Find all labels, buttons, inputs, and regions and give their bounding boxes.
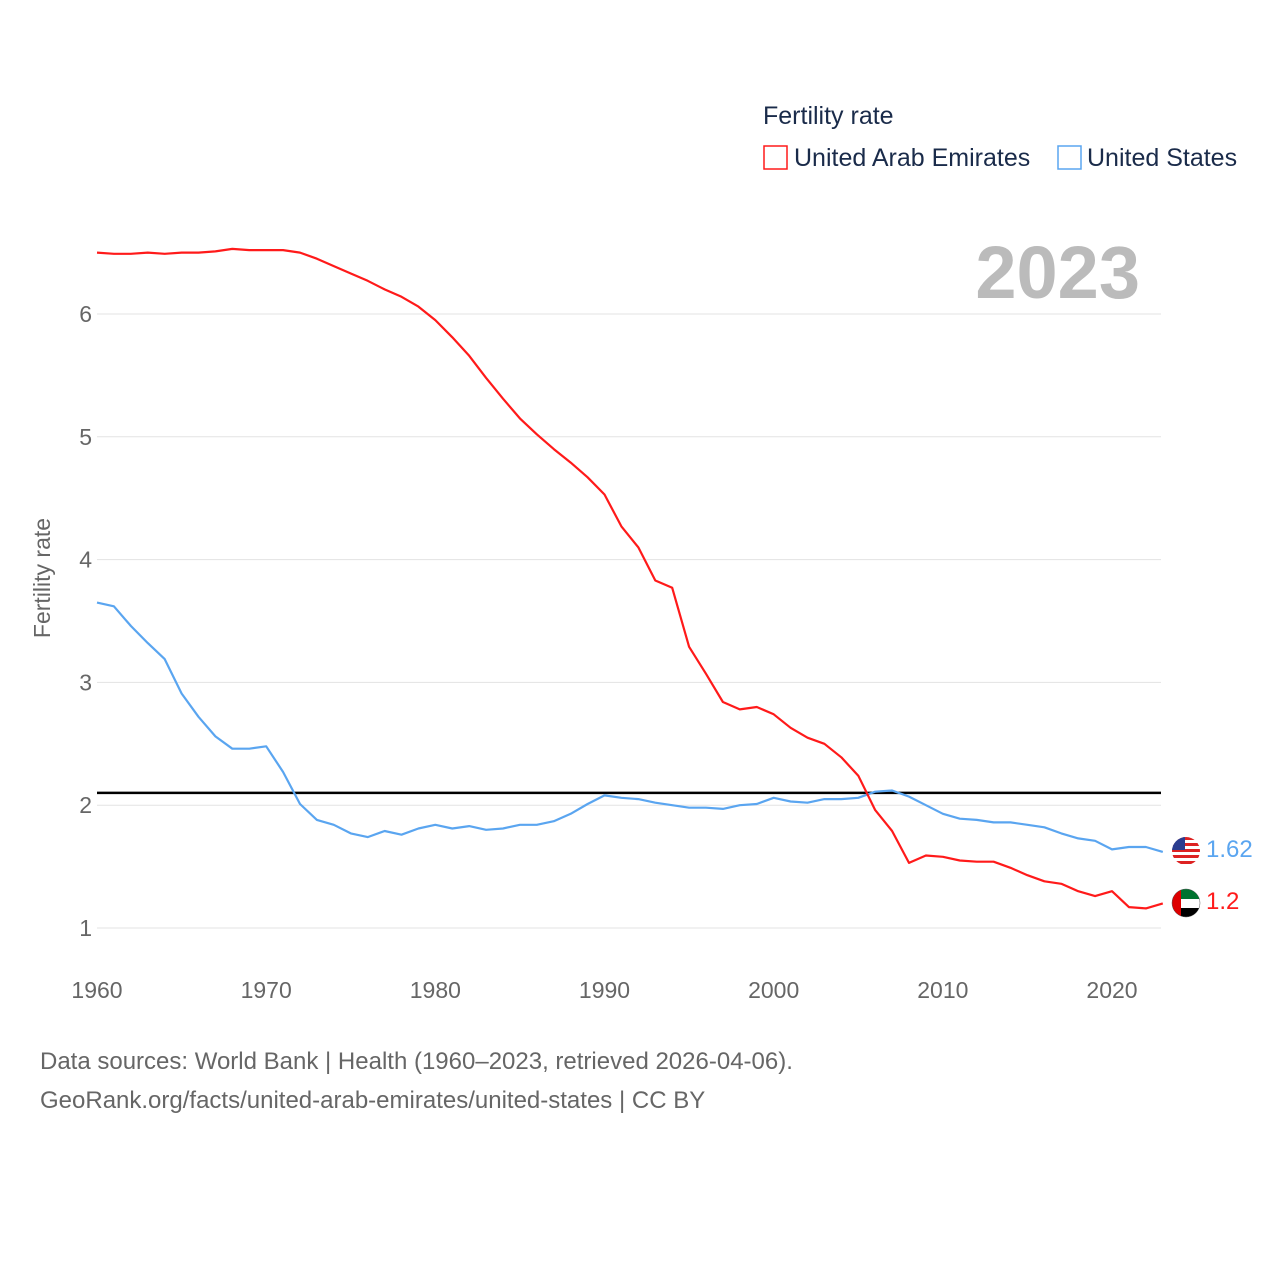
y-axis-ticks: 1 2 3 4 5 6 bbox=[79, 301, 92, 941]
uae-end-value: 1.2 bbox=[1206, 888, 1239, 915]
footer-sources: Data sources: World Bank | Health (1960–… bbox=[40, 1048, 793, 1075]
x-tick-label: 1970 bbox=[241, 977, 292, 1003]
legend-label-uae[interactable]: United Arab Emirates bbox=[794, 144, 1030, 172]
y-tick-label: 3 bbox=[79, 669, 92, 695]
legend-swatch-us[interactable] bbox=[1057, 145, 1082, 170]
x-axis-ticks: 1960 1970 1980 1990 2000 2010 2020 bbox=[71, 977, 1137, 1003]
y-axis-label: Fertility rate bbox=[29, 518, 55, 638]
legend-label-us[interactable]: United States bbox=[1087, 144, 1237, 172]
legend: Fertility rate United Arab Emirates Unit… bbox=[763, 102, 1237, 172]
x-tick-label: 2020 bbox=[1086, 977, 1137, 1003]
y-tick-label: 5 bbox=[79, 424, 92, 450]
us-end-value: 1.62 bbox=[1206, 836, 1253, 863]
x-tick-label: 1960 bbox=[71, 977, 122, 1003]
series-line-united-states bbox=[96, 601, 1164, 853]
legend-swatch-uae[interactable] bbox=[763, 145, 788, 170]
series-lines bbox=[96, 247, 1164, 910]
y-tick-label: 4 bbox=[79, 547, 92, 573]
y-tick-label: 2 bbox=[79, 792, 92, 818]
x-tick-label: 2010 bbox=[917, 977, 968, 1003]
gridlines bbox=[97, 313, 1161, 929]
series-line-united-arab-emirates bbox=[96, 247, 1164, 910]
y-tick-label: 6 bbox=[79, 301, 92, 327]
x-tick-label: 1980 bbox=[410, 977, 461, 1003]
x-tick-label: 1990 bbox=[579, 977, 630, 1003]
year-watermark: 2023 bbox=[975, 231, 1140, 314]
footer-link[interactable]: GeoRank.org/facts/united-arab-emirates/u… bbox=[40, 1087, 705, 1114]
x-tick-label: 2000 bbox=[748, 977, 799, 1003]
us-flag-icon bbox=[1172, 837, 1200, 865]
y-tick-label: 1 bbox=[79, 915, 92, 941]
legend-title: Fertility rate bbox=[763, 102, 894, 130]
uae-flag-icon bbox=[1171, 888, 1201, 918]
